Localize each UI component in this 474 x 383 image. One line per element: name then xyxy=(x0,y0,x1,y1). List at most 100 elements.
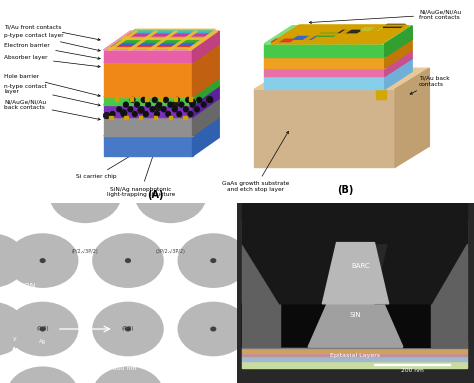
Polygon shape xyxy=(264,39,412,57)
Circle shape xyxy=(110,111,115,116)
Polygon shape xyxy=(264,76,385,89)
Circle shape xyxy=(104,113,109,118)
Circle shape xyxy=(8,234,78,287)
Circle shape xyxy=(126,259,130,262)
Polygon shape xyxy=(192,78,219,105)
Circle shape xyxy=(164,97,168,102)
Polygon shape xyxy=(104,31,219,50)
Circle shape xyxy=(138,107,144,113)
Text: Electron barrier: Electron barrier xyxy=(4,43,100,59)
Text: Si carrier chip: Si carrier chip xyxy=(76,147,145,179)
Polygon shape xyxy=(104,31,219,50)
Polygon shape xyxy=(123,36,204,39)
Polygon shape xyxy=(395,68,429,167)
Polygon shape xyxy=(383,25,405,27)
Polygon shape xyxy=(264,26,412,44)
Circle shape xyxy=(207,97,212,102)
Polygon shape xyxy=(254,68,429,89)
Polygon shape xyxy=(108,31,138,50)
Polygon shape xyxy=(271,26,302,44)
Polygon shape xyxy=(271,39,294,42)
Circle shape xyxy=(138,107,144,113)
Circle shape xyxy=(121,110,127,116)
Circle shape xyxy=(207,97,212,102)
Polygon shape xyxy=(118,39,200,42)
Circle shape xyxy=(173,107,177,112)
Bar xyxy=(183,116,187,119)
Text: (0,0): (0,0) xyxy=(36,326,49,332)
Polygon shape xyxy=(168,31,198,50)
Text: Ni/AuGe/Ni/Au
front contacts: Ni/AuGe/Ni/Au front contacts xyxy=(309,9,461,23)
Polygon shape xyxy=(376,90,386,93)
Text: (P,0): (P,0) xyxy=(122,326,134,332)
Polygon shape xyxy=(264,26,412,44)
Circle shape xyxy=(121,110,127,116)
Circle shape xyxy=(135,102,139,107)
Circle shape xyxy=(207,97,212,102)
Polygon shape xyxy=(264,50,412,68)
Polygon shape xyxy=(192,31,219,62)
Circle shape xyxy=(208,97,213,102)
Bar xyxy=(174,97,177,101)
Circle shape xyxy=(146,102,151,107)
Polygon shape xyxy=(128,31,158,50)
Polygon shape xyxy=(114,42,195,45)
Circle shape xyxy=(0,234,26,287)
Polygon shape xyxy=(192,117,219,156)
Polygon shape xyxy=(237,203,474,383)
Bar xyxy=(159,97,162,101)
Polygon shape xyxy=(148,31,178,50)
Text: 200 nm: 200 nm xyxy=(401,368,424,373)
Circle shape xyxy=(211,259,216,262)
Polygon shape xyxy=(285,34,393,35)
Polygon shape xyxy=(104,44,219,62)
Circle shape xyxy=(141,97,146,102)
Polygon shape xyxy=(242,242,337,304)
Polygon shape xyxy=(385,26,412,57)
Polygon shape xyxy=(109,45,191,48)
Circle shape xyxy=(121,110,127,116)
Bar xyxy=(154,116,157,119)
Polygon shape xyxy=(431,221,467,347)
Polygon shape xyxy=(385,39,412,68)
Circle shape xyxy=(161,107,166,112)
Polygon shape xyxy=(132,29,213,33)
Bar xyxy=(145,97,147,101)
Polygon shape xyxy=(242,353,467,356)
Bar xyxy=(109,116,113,119)
Circle shape xyxy=(174,97,179,102)
Polygon shape xyxy=(108,29,215,48)
Polygon shape xyxy=(308,304,403,347)
Circle shape xyxy=(195,107,200,112)
Polygon shape xyxy=(271,43,379,44)
Text: Ti/Au back
contacts: Ti/Au back contacts xyxy=(410,76,450,94)
Text: BARC: BARC xyxy=(351,263,370,269)
Circle shape xyxy=(40,327,45,331)
Polygon shape xyxy=(242,356,467,362)
Circle shape xyxy=(211,327,216,331)
Polygon shape xyxy=(104,86,219,105)
Circle shape xyxy=(190,99,195,105)
Polygon shape xyxy=(271,25,405,43)
Bar xyxy=(130,97,133,101)
Circle shape xyxy=(190,99,195,105)
Text: (A): (A) xyxy=(147,190,164,200)
Polygon shape xyxy=(242,362,467,368)
Polygon shape xyxy=(385,26,412,57)
Polygon shape xyxy=(374,364,450,365)
Polygon shape xyxy=(104,97,192,105)
Polygon shape xyxy=(325,26,356,44)
Text: Absorber layer: Absorber layer xyxy=(4,55,100,67)
Polygon shape xyxy=(242,348,467,353)
Text: P = 500 nm: P = 500 nm xyxy=(100,366,137,371)
Circle shape xyxy=(179,102,184,107)
Polygon shape xyxy=(322,242,389,304)
Polygon shape xyxy=(351,26,383,44)
Circle shape xyxy=(132,111,137,116)
Circle shape xyxy=(155,105,161,110)
Circle shape xyxy=(173,102,178,108)
Text: (B): (B) xyxy=(337,185,354,195)
Circle shape xyxy=(83,194,88,198)
Polygon shape xyxy=(242,304,327,347)
Circle shape xyxy=(128,107,133,112)
